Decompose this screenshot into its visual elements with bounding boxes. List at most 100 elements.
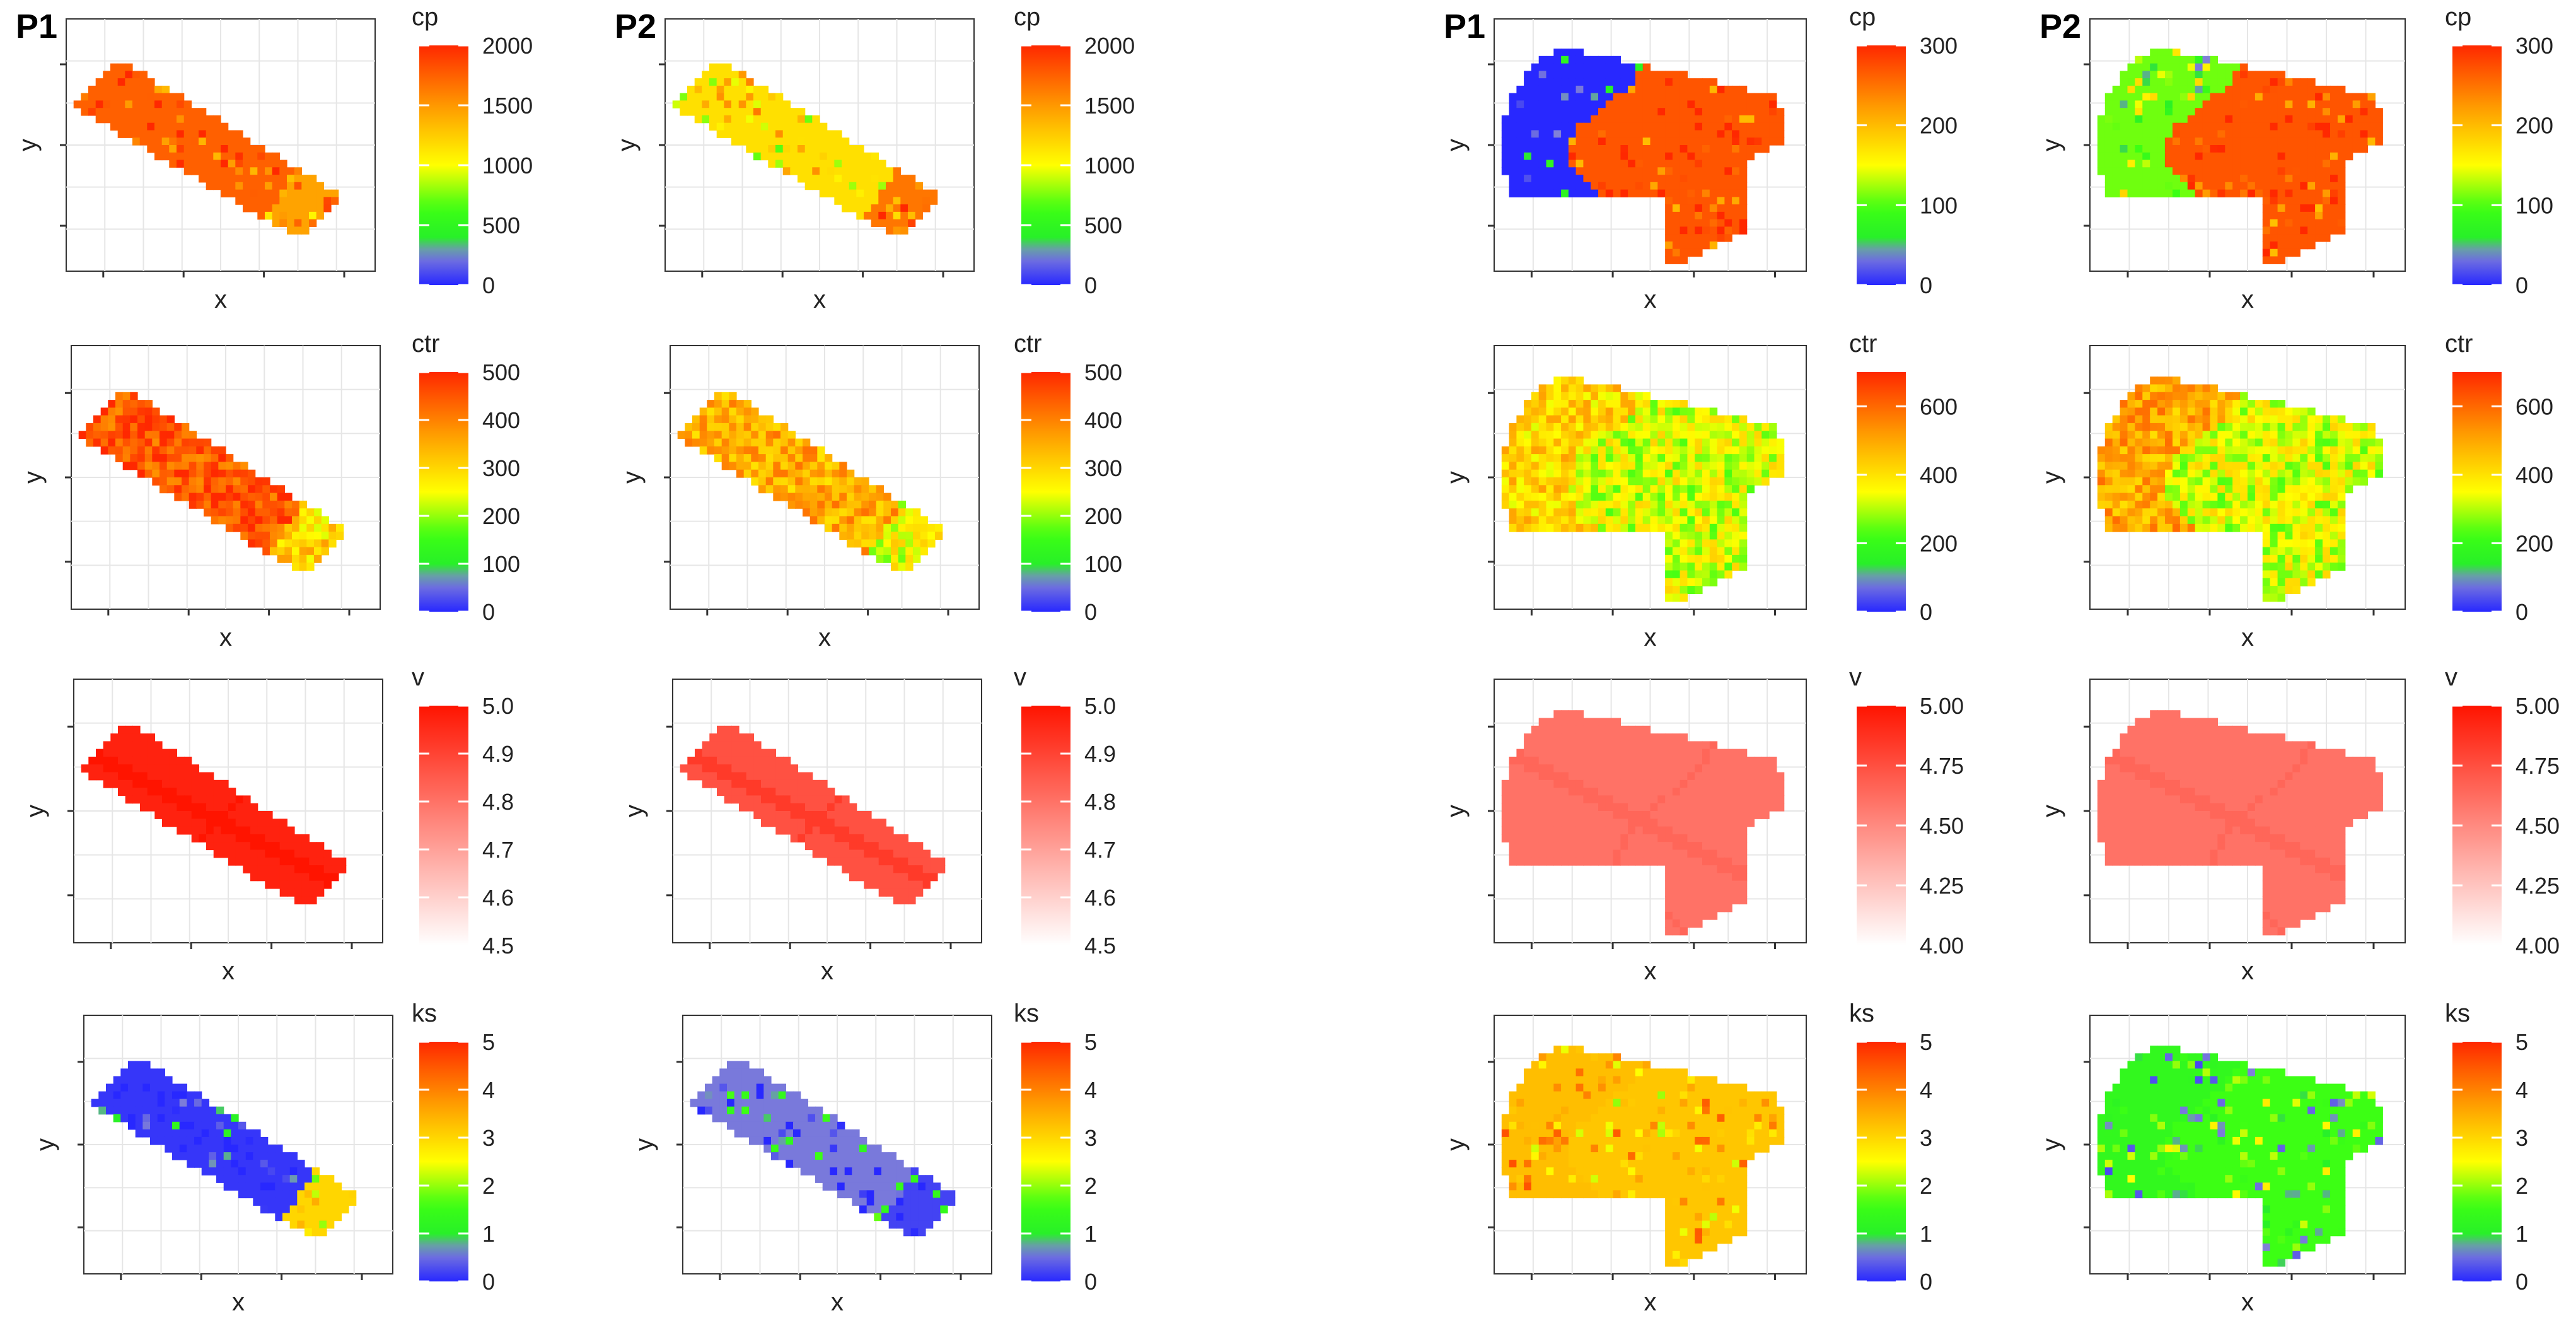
heatmap-cell: [719, 1106, 728, 1115]
heatmap-cell: [1628, 438, 1636, 447]
heatmap-cell: [1583, 469, 1591, 478]
heatmap-cell: [1746, 130, 1755, 138]
heatmap-cell: [1695, 145, 1703, 153]
heatmap-cell: [1687, 78, 1695, 86]
heatmap-cell: [235, 197, 243, 205]
heatmap-cell: [211, 454, 219, 462]
heatmap-cell: [2217, 71, 2225, 79]
heatmap-cell: [1553, 446, 1562, 455]
heatmap-cell: [878, 842, 886, 851]
heatmap-cell: [852, 1198, 860, 1206]
heatmap-cell: [1672, 415, 1681, 424]
heatmap-cell: [927, 523, 936, 532]
heatmap-cell: [184, 756, 192, 765]
heatmap-cell: [1702, 152, 1710, 161]
heatmap-cell: [800, 1167, 808, 1175]
heatmap-cell: [279, 160, 287, 168]
heatmap-cell: [301, 857, 310, 866]
heatmap-cell: [2225, 71, 2233, 79]
heatmap-cell: [1524, 122, 1532, 131]
heatmap-cell: [1776, 469, 1785, 478]
heatmap-cell: [292, 563, 300, 571]
heatmap-cell: [272, 211, 280, 220]
heatmap-cell: [925, 1182, 934, 1191]
heatmap-cell: [2307, 167, 2316, 175]
heatmap-cell: [2179, 100, 2188, 108]
heatmap-cell: [2262, 78, 2271, 86]
heatmap-cell: [183, 130, 192, 138]
heatmap-cell: [869, 508, 877, 517]
heatmap-cell: [103, 115, 111, 124]
heatmap-cell: [1769, 423, 1777, 431]
heatmap-cell: [2232, 93, 2241, 101]
heatmap-cell: [749, 1114, 757, 1123]
heatmap-cell: [864, 211, 872, 220]
heatmap-cell: [199, 788, 207, 796]
heatmap-cell: [1605, 454, 1614, 462]
heatmap-cell: [183, 100, 192, 108]
heatmap-cell: [709, 78, 717, 86]
heatmap-cell: [765, 469, 774, 478]
heatmap-cell: [741, 1106, 750, 1115]
heatmap-cell: [714, 392, 722, 400]
heatmap-cell: [908, 189, 916, 197]
heatmap-cell: [272, 219, 280, 227]
heatmap-cell: [1531, 137, 1540, 146]
heatmap-cell: [1732, 108, 1740, 116]
heatmap-cell: [1538, 438, 1547, 447]
heatmap-cell: [88, 93, 96, 101]
heatmap-cell: [1613, 71, 1621, 79]
heatmap-cell: [323, 197, 332, 205]
heatmap-cell: [206, 137, 214, 146]
heatmap-cell: [1702, 93, 1710, 101]
heatmap-cell: [260, 1145, 269, 1153]
heatmap-cell: [1531, 446, 1540, 455]
heatmap-cell: [809, 500, 818, 509]
heatmap-cell: [2330, 152, 2338, 161]
heatmap-cell: [117, 122, 125, 131]
heatmap-cell: [223, 1114, 231, 1123]
heatmap-cell: [869, 493, 877, 501]
heatmap-cell: [1628, 423, 1636, 431]
heatmap-cell: [1538, 130, 1547, 138]
heatmap-cell: [1635, 182, 1644, 190]
heatmap-cell: [871, 880, 879, 889]
heatmap-cell: [1501, 446, 1510, 455]
heatmap-cell: [160, 446, 168, 455]
heatmap-cell: [724, 795, 732, 804]
heatmap-cell: [2232, 175, 2241, 183]
heatmap-cell: [235, 189, 243, 197]
heatmap-cell: [137, 446, 146, 455]
heatmap-cell: [672, 100, 680, 108]
heatmap-cell: [773, 454, 781, 462]
heatmap-cell: [2097, 122, 2106, 131]
heatmap-cell: [2254, 85, 2263, 94]
heatmap-cell: [2262, 115, 2271, 124]
heatmap-cell: [2173, 63, 2181, 71]
heatmap-cell: [166, 438, 175, 447]
heatmap-cell: [1702, 438, 1710, 447]
heatmap-cell: [1575, 446, 1584, 455]
heatmap-cell: [1598, 152, 1606, 161]
heatmap-cell: [250, 189, 258, 197]
heatmap-cell: [309, 880, 317, 889]
heatmap-cell: [1724, 108, 1732, 116]
heatmap-cell: [839, 462, 847, 470]
heatmap-cell: [2270, 152, 2278, 161]
heatmap-cell: [305, 1175, 313, 1183]
heatmap-cell: [749, 1099, 757, 1107]
heatmap-cell: [174, 477, 182, 486]
heatmap-cell: [1509, 477, 1517, 486]
heatmap-cell: [795, 454, 803, 462]
heatmap-cell: [265, 849, 273, 858]
heatmap-cell: [856, 211, 864, 220]
heatmap-cell: [1672, 100, 1681, 108]
heatmap-cell: [1538, 152, 1547, 161]
heatmap-cell: [2217, 167, 2225, 175]
heatmap-cell: [1524, 477, 1532, 486]
heatmap-cell: [93, 423, 102, 431]
heatmap-cell: [2352, 145, 2361, 153]
